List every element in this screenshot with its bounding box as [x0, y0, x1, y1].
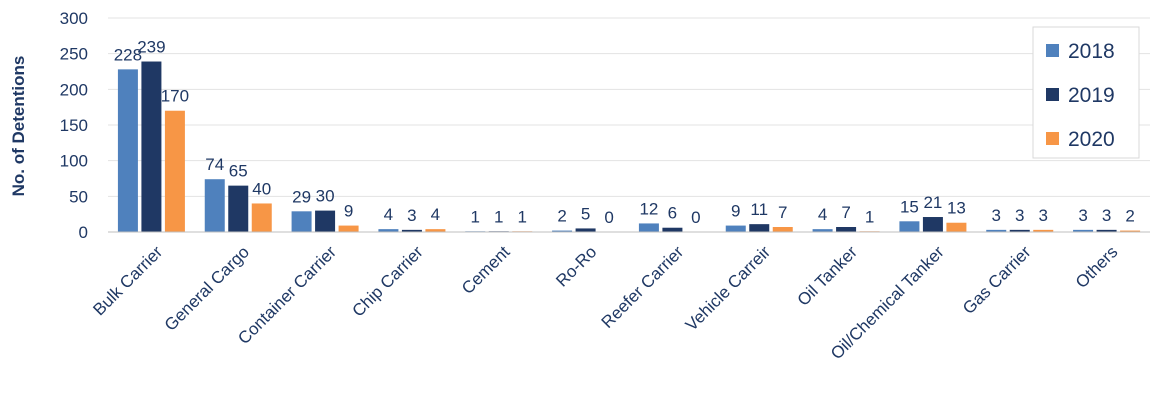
bar-2020 [946, 222, 967, 232]
category-label: Bulk Carrier [89, 242, 166, 319]
legend-label: 2019 [1068, 84, 1115, 107]
data-label: 9 [344, 202, 353, 221]
y-tick-label: 150 [60, 116, 88, 135]
bar-2019 [575, 228, 596, 232]
bar-2018 [812, 229, 833, 232]
bar-2019 [315, 210, 336, 232]
bar-2018 [378, 229, 399, 232]
data-label: 3 [407, 206, 416, 225]
bar-2018 [552, 230, 573, 232]
data-label: 21 [923, 193, 942, 212]
bar-2019 [141, 61, 162, 232]
y-tick-label: 50 [69, 187, 88, 206]
data-label: 65 [229, 162, 248, 181]
data-label: 1 [518, 207, 527, 226]
category-label: Cement [458, 242, 514, 298]
bar-2018 [638, 223, 659, 232]
y-tick-label: 100 [60, 152, 88, 171]
bar-2020 [164, 110, 185, 232]
legend-swatch-2018 [1046, 44, 1059, 57]
bar-2020 [1033, 229, 1054, 232]
bar-2019 [1009, 229, 1030, 232]
data-label: 5 [581, 204, 590, 223]
data-label: 3 [1039, 206, 1048, 225]
data-label: 74 [205, 155, 224, 174]
data-label: 4 [431, 205, 440, 224]
data-label: 0 [691, 208, 700, 227]
legend-swatch-2019 [1046, 88, 1059, 101]
bar-2018 [725, 225, 746, 232]
data-label: 13 [947, 199, 966, 218]
bar-2019 [749, 224, 770, 232]
category-label: Others [1072, 242, 1122, 292]
category-label: Chip Carrier [349, 242, 427, 320]
data-label: 40 [252, 179, 271, 198]
bar-2020 [772, 227, 793, 232]
category-label: Ro-Ro [552, 242, 600, 290]
data-label: 1 [865, 207, 874, 226]
bar-2019 [662, 227, 683, 232]
bar-2020 [251, 203, 272, 232]
bar-2018 [1073, 229, 1094, 232]
y-tick-label: 300 [60, 9, 88, 28]
data-label: 6 [668, 204, 677, 223]
data-label: 2 [557, 207, 566, 226]
y-axis-ticks: 0 50 100 150 200 250 300 [60, 9, 88, 242]
category-label: Gas Carrier [959, 242, 1035, 318]
bar-2018 [899, 221, 920, 232]
bar-2020 [1120, 230, 1141, 232]
y-tick-label: 200 [60, 80, 88, 99]
legend-swatch-2020 [1046, 132, 1059, 145]
data-label: 3 [1078, 206, 1087, 225]
bar-2019 [228, 185, 249, 232]
data-label: 170 [161, 87, 189, 106]
data-label: 1 [494, 207, 503, 226]
gridlines [108, 17, 1150, 197]
data-label: 3 [1015, 206, 1024, 225]
category-label: General Cargo [161, 242, 253, 334]
data-label: 30 [316, 187, 335, 206]
data-label: 3 [992, 206, 1001, 225]
data-label: 4 [818, 205, 827, 224]
bar-2018 [117, 69, 138, 232]
bar-2020 [338, 225, 359, 232]
legend-label: 2018 [1068, 40, 1115, 63]
data-label: 1 [471, 207, 480, 226]
bar-2018 [291, 211, 312, 232]
data-label: 7 [841, 203, 850, 222]
y-axis-label: No. of Detentions [9, 56, 28, 197]
bar-2019 [1096, 229, 1117, 232]
y-tick-label: 250 [60, 45, 88, 64]
data-label: 0 [604, 208, 613, 227]
data-label: 29 [292, 187, 311, 206]
data-label: 15 [900, 197, 919, 216]
y-tick-label: 0 [79, 223, 88, 242]
bar-2020 [425, 229, 446, 232]
bar-2018 [204, 179, 225, 232]
legend: 2018 2019 2020 [1032, 26, 1140, 159]
data-label: 11 [750, 200, 768, 219]
category-label: Oil Tanker [794, 242, 862, 310]
category-label: Vehicle Carreir [682, 242, 775, 335]
data-label: 228 [114, 45, 142, 64]
category-label: Reefer Carrier [598, 242, 688, 332]
bar-2019 [922, 217, 943, 232]
data-label: 4 [384, 205, 393, 224]
data-label: 239 [137, 38, 165, 57]
bars [117, 61, 1141, 232]
bar-2019 [836, 227, 857, 232]
data-label: 7 [778, 203, 787, 222]
data-label: 2 [1125, 207, 1134, 226]
legend-label: 2020 [1068, 128, 1115, 151]
bar-2018 [986, 229, 1007, 232]
data-label: 9 [731, 202, 740, 221]
data-label: 12 [639, 199, 658, 218]
bar-2019 [401, 229, 422, 232]
data-label: 3 [1102, 206, 1111, 225]
